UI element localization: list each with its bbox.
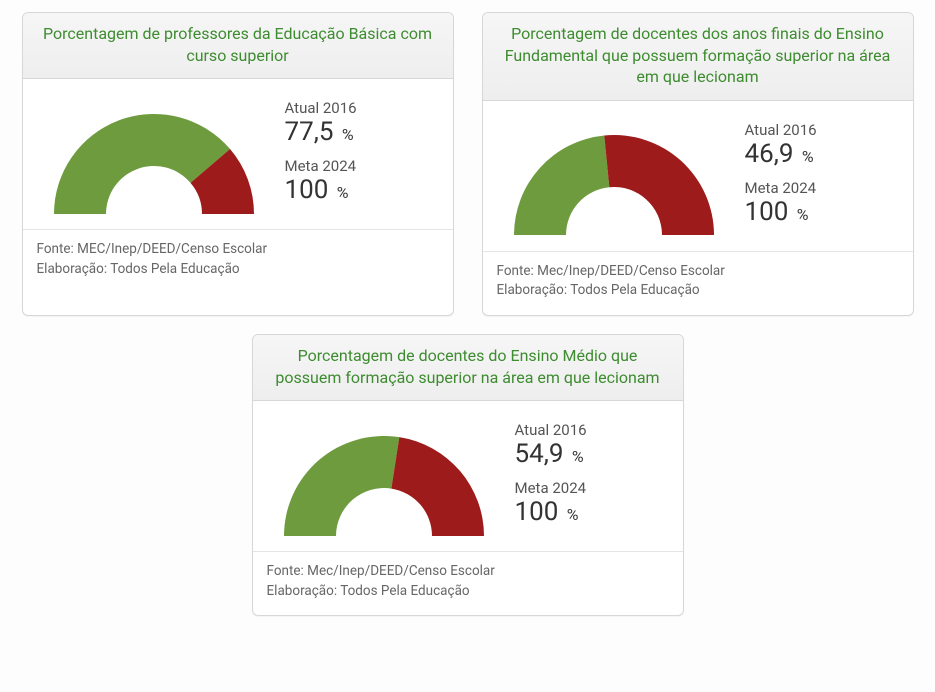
source-line: Fonte: MEC/Inep/DEED/Censo Escolar [37, 240, 439, 260]
goal-label: Meta 2024 [285, 157, 439, 175]
card-0: Porcentagem de professores da Educação B… [22, 12, 454, 316]
goal-value: 100 % [745, 197, 899, 227]
card-body: Atual 2016 54,9 % Meta 2024 100 % [253, 401, 683, 551]
card-footer: Fonte: Mec/Inep/DEED/Censo Escolar Elabo… [253, 551, 683, 615]
card-title: Porcentagem de professores da Educação B… [23, 13, 453, 79]
card-title: Porcentagem de docentes do Ensino Médio … [253, 335, 683, 401]
card-body: Atual 2016 46,9 % Meta 2024 100 % [483, 101, 913, 251]
goal-value: 100 % [285, 175, 439, 205]
goal-label: Meta 2024 [515, 479, 669, 497]
gauge-chart [267, 419, 501, 536]
gauge-chart [37, 97, 271, 214]
current-label: Atual 2016 [285, 99, 439, 117]
card-footer: Fonte: MEC/Inep/DEED/Censo Escolar Elabo… [23, 229, 453, 293]
stats-block: Atual 2016 46,9 % Meta 2024 100 % [741, 117, 899, 237]
current-value: 54,9 % [515, 439, 669, 469]
card-1: Porcentagem de docentes dos anos finais … [482, 12, 914, 316]
current-value: 77,5 % [285, 117, 439, 147]
current-value: 46,9 % [745, 139, 899, 169]
card-2: Porcentagem de docentes do Ensino Médio … [252, 334, 684, 616]
row-bottom: Porcentagem de docentes do Ensino Médio … [0, 322, 935, 622]
current-label: Atual 2016 [515, 421, 669, 439]
goal-value: 100 % [515, 497, 669, 527]
elab-line: Elaboração: Todos Pela Educação [37, 260, 439, 280]
source-line: Fonte: Mec/Inep/DEED/Censo Escolar [267, 562, 669, 582]
elab-line: Elaboração: Todos Pela Educação [267, 582, 669, 602]
stats-block: Atual 2016 54,9 % Meta 2024 100 % [511, 417, 669, 537]
card-title: Porcentagem de docentes dos anos finais … [483, 13, 913, 101]
card-body: Atual 2016 77,5 % Meta 2024 100 % [23, 79, 453, 229]
card-footer: Fonte: Mec/Inep/DEED/Censo Escolar Elabo… [483, 251, 913, 315]
stats-block: Atual 2016 77,5 % Meta 2024 100 % [281, 95, 439, 215]
source-line: Fonte: Mec/Inep/DEED/Censo Escolar [497, 262, 899, 282]
current-label: Atual 2016 [745, 121, 899, 139]
row-top: Porcentagem de professores da Educação B… [0, 0, 935, 322]
gauge-chart [497, 118, 731, 235]
elab-line: Elaboração: Todos Pela Educação [497, 281, 899, 301]
goal-label: Meta 2024 [745, 179, 899, 197]
